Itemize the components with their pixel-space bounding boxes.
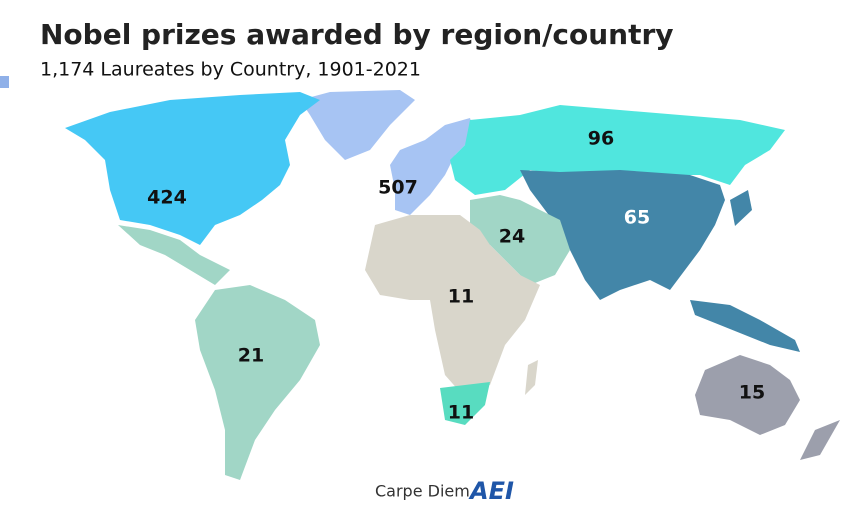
region-shape [695, 355, 800, 435]
region-shape [118, 225, 230, 285]
region-shape [800, 420, 840, 460]
region-shape [65, 92, 320, 245]
region-shape [730, 190, 752, 226]
region-value: 65 [624, 207, 650, 229]
region-value: 11 [448, 402, 474, 424]
region-shape [525, 360, 538, 395]
region-shape [390, 118, 475, 215]
source: Carpe Diem [375, 482, 470, 501]
subtitle: 1,174 Laureates by Country, 1901-2021 [40, 59, 421, 81]
region-shape [450, 105, 785, 195]
region-shape [470, 195, 570, 285]
region-value: 424 [147, 187, 187, 209]
labels: 424 507 96 65 24 11 21 11 15 [147, 128, 765, 424]
title: Nobel prizes awarded by region/country [40, 18, 674, 51]
region-value: 507 [378, 177, 418, 199]
land [65, 90, 840, 480]
logo: AEI [468, 477, 514, 505]
region-shape [440, 382, 490, 425]
region-value: 21 [238, 345, 264, 367]
region-value: 96 [588, 128, 614, 150]
region-value: 24 [499, 226, 525, 248]
region-shape [520, 170, 725, 300]
region-value: 11 [448, 286, 474, 308]
accent [0, 76, 9, 88]
greenland [300, 90, 415, 160]
region-value: 15 [739, 382, 765, 404]
region-shape [690, 300, 800, 352]
region-shape [365, 215, 540, 392]
region-shape [195, 285, 320, 480]
